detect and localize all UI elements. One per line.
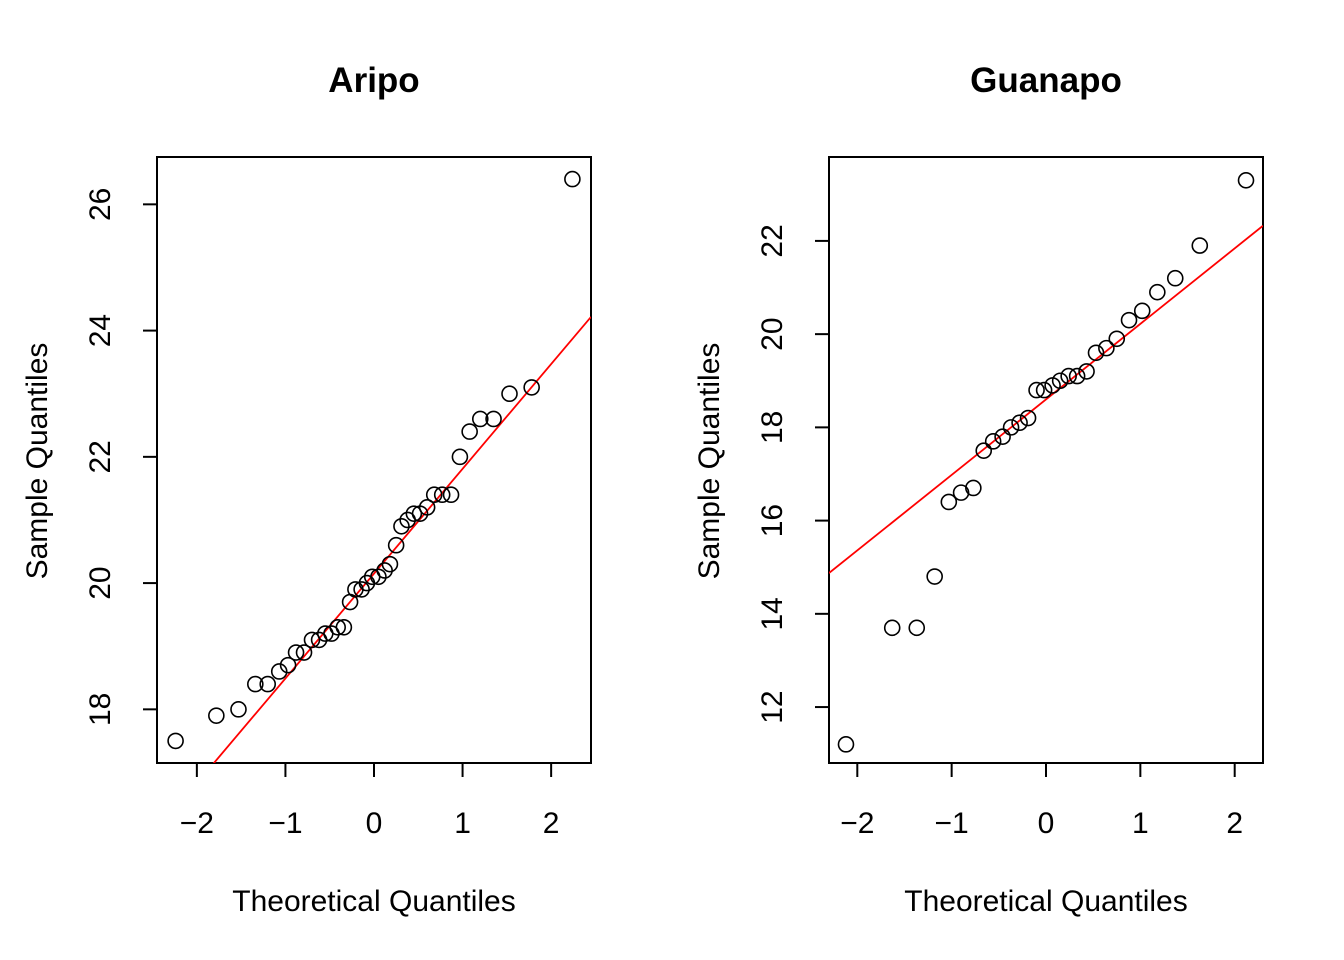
y-tick-label: 22 bbox=[84, 440, 117, 473]
data-point bbox=[1087, 344, 1105, 362]
qq-plot-aripo: Aripo Theoretical Quantiles Sample Quant… bbox=[21, 61, 592, 918]
plot-layer: −2 −1 0 1 2 18 20 22 24 26 bbox=[84, 170, 591, 840]
qq-plot-guanapo-svg: Guanapo Theoretical Quantiles Sample Qua… bbox=[693, 61, 1264, 918]
data-point bbox=[1011, 414, 1028, 432]
y-tick-label: 16 bbox=[756, 504, 789, 537]
y-axis-label: Sample Quantiles bbox=[693, 343, 726, 580]
data-point bbox=[370, 568, 387, 586]
data-point bbox=[965, 479, 982, 497]
y-axis-label: Sample Quantiles bbox=[21, 343, 54, 580]
x-tick-label: 0 bbox=[366, 807, 383, 840]
data-point bbox=[501, 385, 518, 403]
reference-line bbox=[212, 316, 591, 763]
x-axis-label: Theoretical Quantiles bbox=[232, 885, 515, 918]
x-axis-label: Theoretical Quantiles bbox=[904, 885, 1187, 918]
data-point bbox=[1019, 409, 1037, 427]
x-tick-label: 2 bbox=[1226, 807, 1243, 840]
data-point bbox=[405, 505, 423, 522]
data-point bbox=[451, 448, 469, 466]
data-point bbox=[1133, 302, 1151, 320]
data-point bbox=[1051, 372, 1069, 390]
plot-frame bbox=[156, 156, 592, 764]
y-tick-label: 24 bbox=[84, 314, 117, 347]
data-point bbox=[442, 486, 460, 504]
data-point bbox=[952, 484, 970, 501]
data-point bbox=[1120, 311, 1138, 329]
qq-plot-guanapo: Guanapo Theoretical Quantiles Sample Qua… bbox=[672, 0, 1344, 960]
data-point bbox=[230, 701, 247, 718]
data-point bbox=[295, 644, 313, 661]
data-point bbox=[393, 517, 410, 535]
data-point bbox=[837, 736, 855, 753]
data-point bbox=[167, 732, 184, 750]
y-tick-label: 22 bbox=[756, 224, 789, 257]
x-tick-label: −2 bbox=[840, 807, 874, 840]
data-point bbox=[908, 619, 926, 637]
data-point bbox=[1068, 367, 1086, 385]
data-point bbox=[994, 428, 1011, 445]
x-tick-label: 1 bbox=[454, 807, 471, 840]
data-point bbox=[433, 486, 451, 504]
data-point bbox=[485, 410, 502, 428]
data-point bbox=[1166, 269, 1184, 287]
data-point bbox=[1060, 367, 1077, 385]
data-point bbox=[353, 581, 370, 598]
data-point bbox=[926, 568, 943, 585]
reference-line bbox=[829, 225, 1263, 574]
y-tick-label: 20 bbox=[756, 317, 789, 350]
x-tick-label: −1 bbox=[268, 807, 302, 840]
chart-title: Guanapo bbox=[970, 61, 1122, 100]
data-point bbox=[1237, 172, 1255, 189]
data-point bbox=[425, 486, 443, 504]
data-point bbox=[1191, 237, 1209, 254]
y-tick-label: 12 bbox=[756, 690, 789, 723]
data-point bbox=[984, 433, 1002, 450]
data-point bbox=[471, 410, 489, 428]
data-point bbox=[376, 562, 393, 579]
data-point bbox=[381, 555, 399, 573]
chart-title: Aripo bbox=[328, 61, 419, 100]
qq-plot-aripo-svg: Aripo Theoretical Quantiles Sample Quant… bbox=[21, 61, 592, 918]
data-point bbox=[1035, 381, 1053, 399]
data-point bbox=[1002, 419, 1020, 436]
data-point bbox=[387, 536, 405, 554]
data-point bbox=[335, 618, 353, 636]
x-tick-label: 2 bbox=[543, 807, 560, 840]
data-point bbox=[1108, 330, 1126, 348]
data-point bbox=[940, 493, 958, 511]
data-point bbox=[1098, 339, 1115, 357]
data-point bbox=[270, 663, 288, 680]
data-point bbox=[259, 675, 277, 693]
data-point bbox=[279, 656, 297, 674]
y-tick-label: 20 bbox=[84, 566, 117, 599]
y-tick-label: 14 bbox=[756, 597, 789, 630]
data-point bbox=[883, 619, 901, 637]
x-tick-label: 1 bbox=[1132, 807, 1149, 840]
data-point bbox=[1149, 283, 1166, 301]
data-point bbox=[564, 170, 581, 188]
data-point bbox=[418, 499, 436, 516]
data-point bbox=[523, 379, 540, 396]
x-tick-label: 0 bbox=[1038, 807, 1055, 840]
data-point bbox=[975, 442, 993, 459]
y-tick-label: 18 bbox=[756, 411, 789, 444]
data-point bbox=[1028, 381, 1045, 399]
data-point bbox=[461, 423, 478, 440]
data-point bbox=[329, 618, 346, 636]
data-point bbox=[247, 675, 264, 693]
data-point bbox=[303, 631, 321, 649]
y-tick-label: 18 bbox=[84, 693, 117, 726]
plot-frame bbox=[828, 156, 1264, 764]
data-point bbox=[287, 644, 305, 661]
data-point bbox=[208, 707, 225, 724]
y-tick-label: 26 bbox=[84, 188, 117, 221]
x-tick-label: −2 bbox=[180, 807, 214, 840]
data-point bbox=[1078, 363, 1095, 380]
x-tick-label: −1 bbox=[935, 807, 969, 840]
